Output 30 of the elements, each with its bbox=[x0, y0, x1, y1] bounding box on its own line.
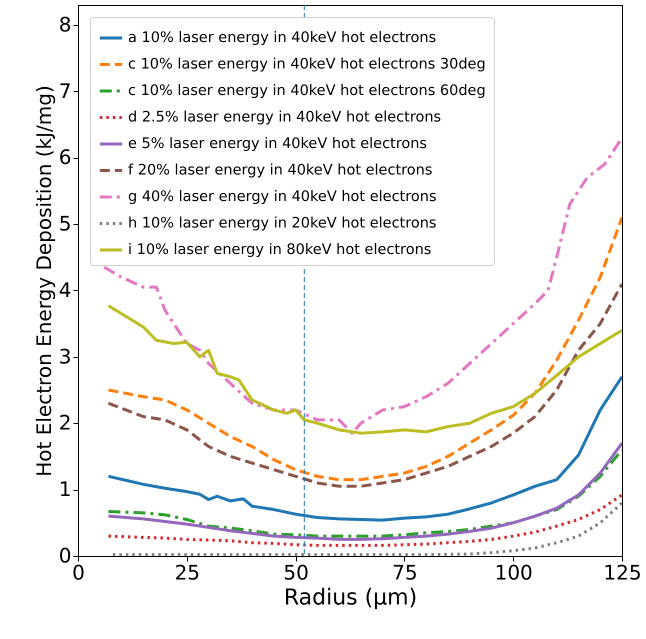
legend-label: c 10% laser energy in 40keV hot electrons 30deg bbox=[128, 56, 486, 72]
x-tick-label: 100 bbox=[494, 560, 533, 584]
x-tick-label: 50 bbox=[283, 560, 309, 584]
line-series bbox=[106, 304, 622, 435]
y-tick-label: 2 bbox=[58, 410, 72, 435]
x-tick-label: 125 bbox=[603, 560, 642, 584]
line-series bbox=[106, 493, 622, 547]
y-tick-label: 6 bbox=[58, 145, 72, 170]
legend-label: g 40% laser energy in 40keV hot electrons bbox=[128, 189, 436, 205]
y-tick-label: 7 bbox=[58, 78, 72, 103]
y-tick-label: 0 bbox=[58, 544, 72, 568]
line-series bbox=[111, 501, 622, 556]
y-tick-label: 8 bbox=[58, 12, 72, 36]
line-series bbox=[106, 282, 622, 488]
x-tick-label: 75 bbox=[392, 560, 418, 584]
legend-label: d 2.5% laser energy in 40keV hot electrons bbox=[128, 110, 442, 126]
y-tick-label: 3 bbox=[58, 344, 72, 368]
line-series bbox=[106, 216, 622, 482]
y-axis-title: Hot Electron Energy Deposition (kJ/mg) bbox=[32, 85, 56, 477]
y-tick-label: 4 bbox=[58, 278, 72, 302]
x-axis-title: Radius (μm) bbox=[284, 586, 418, 610]
legend-label: f 20% laser energy in 40keV hot electrons bbox=[128, 162, 432, 178]
x-tick-label: 25 bbox=[174, 560, 200, 584]
y-tick-label: 1 bbox=[58, 477, 72, 502]
legend-label: e 5% laser energy in 40keV hot electrons bbox=[128, 136, 427, 152]
legend-label: c 10% laser energy in 40keV hot electrons 60deg bbox=[128, 83, 486, 99]
legend-label: i 10% laser energy in 80keV hot electrons bbox=[128, 242, 432, 258]
legend-label: h 10% laser energy in 20keV hot electrons bbox=[128, 216, 436, 232]
y-tick-label: 5 bbox=[58, 212, 72, 236]
legend-label: a 10% laser energy in 40keV hot electrons bbox=[128, 30, 436, 46]
